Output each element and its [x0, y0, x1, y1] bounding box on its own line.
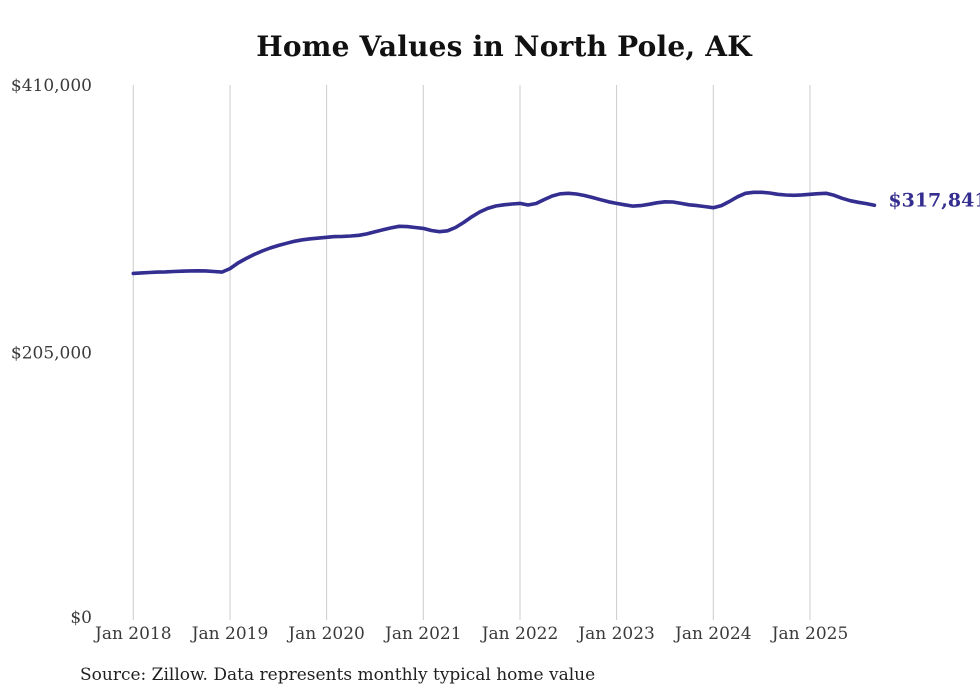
y-tick-label: $0 [70, 608, 92, 628]
x-tick-label: Jan 2024 [673, 624, 752, 644]
x-tick-label: Jan 2023 [576, 624, 655, 644]
end-value-label: $317,841 [888, 189, 980, 211]
x-tick-label: Jan 2021 [383, 624, 462, 644]
x-axis-labels: Jan 2018 Jan 2019 Jan 2020 Jan 2021 Jan 2022… [93, 624, 848, 644]
y-tick-label: $410,000 [11, 76, 92, 96]
x-tick-label: Jan 2018 [93, 624, 172, 644]
y-axis-labels: $410,000 $205,000 $0 [11, 76, 92, 628]
gridlines-layer [132, 85, 811, 620]
chart-title: Home Values in North Pole, AK [256, 30, 752, 63]
value-line [131, 190, 877, 276]
x-tick-label: Jan 2025 [770, 624, 849, 644]
x-tick-label: Jan 2022 [480, 624, 559, 644]
source-note: Source: Zillow. Data represents monthly … [80, 665, 596, 685]
x-tick-label: Jan 2020 [286, 624, 365, 644]
x-tick-label: Jan 2019 [190, 624, 269, 644]
y-tick-label: $205,000 [11, 344, 92, 364]
